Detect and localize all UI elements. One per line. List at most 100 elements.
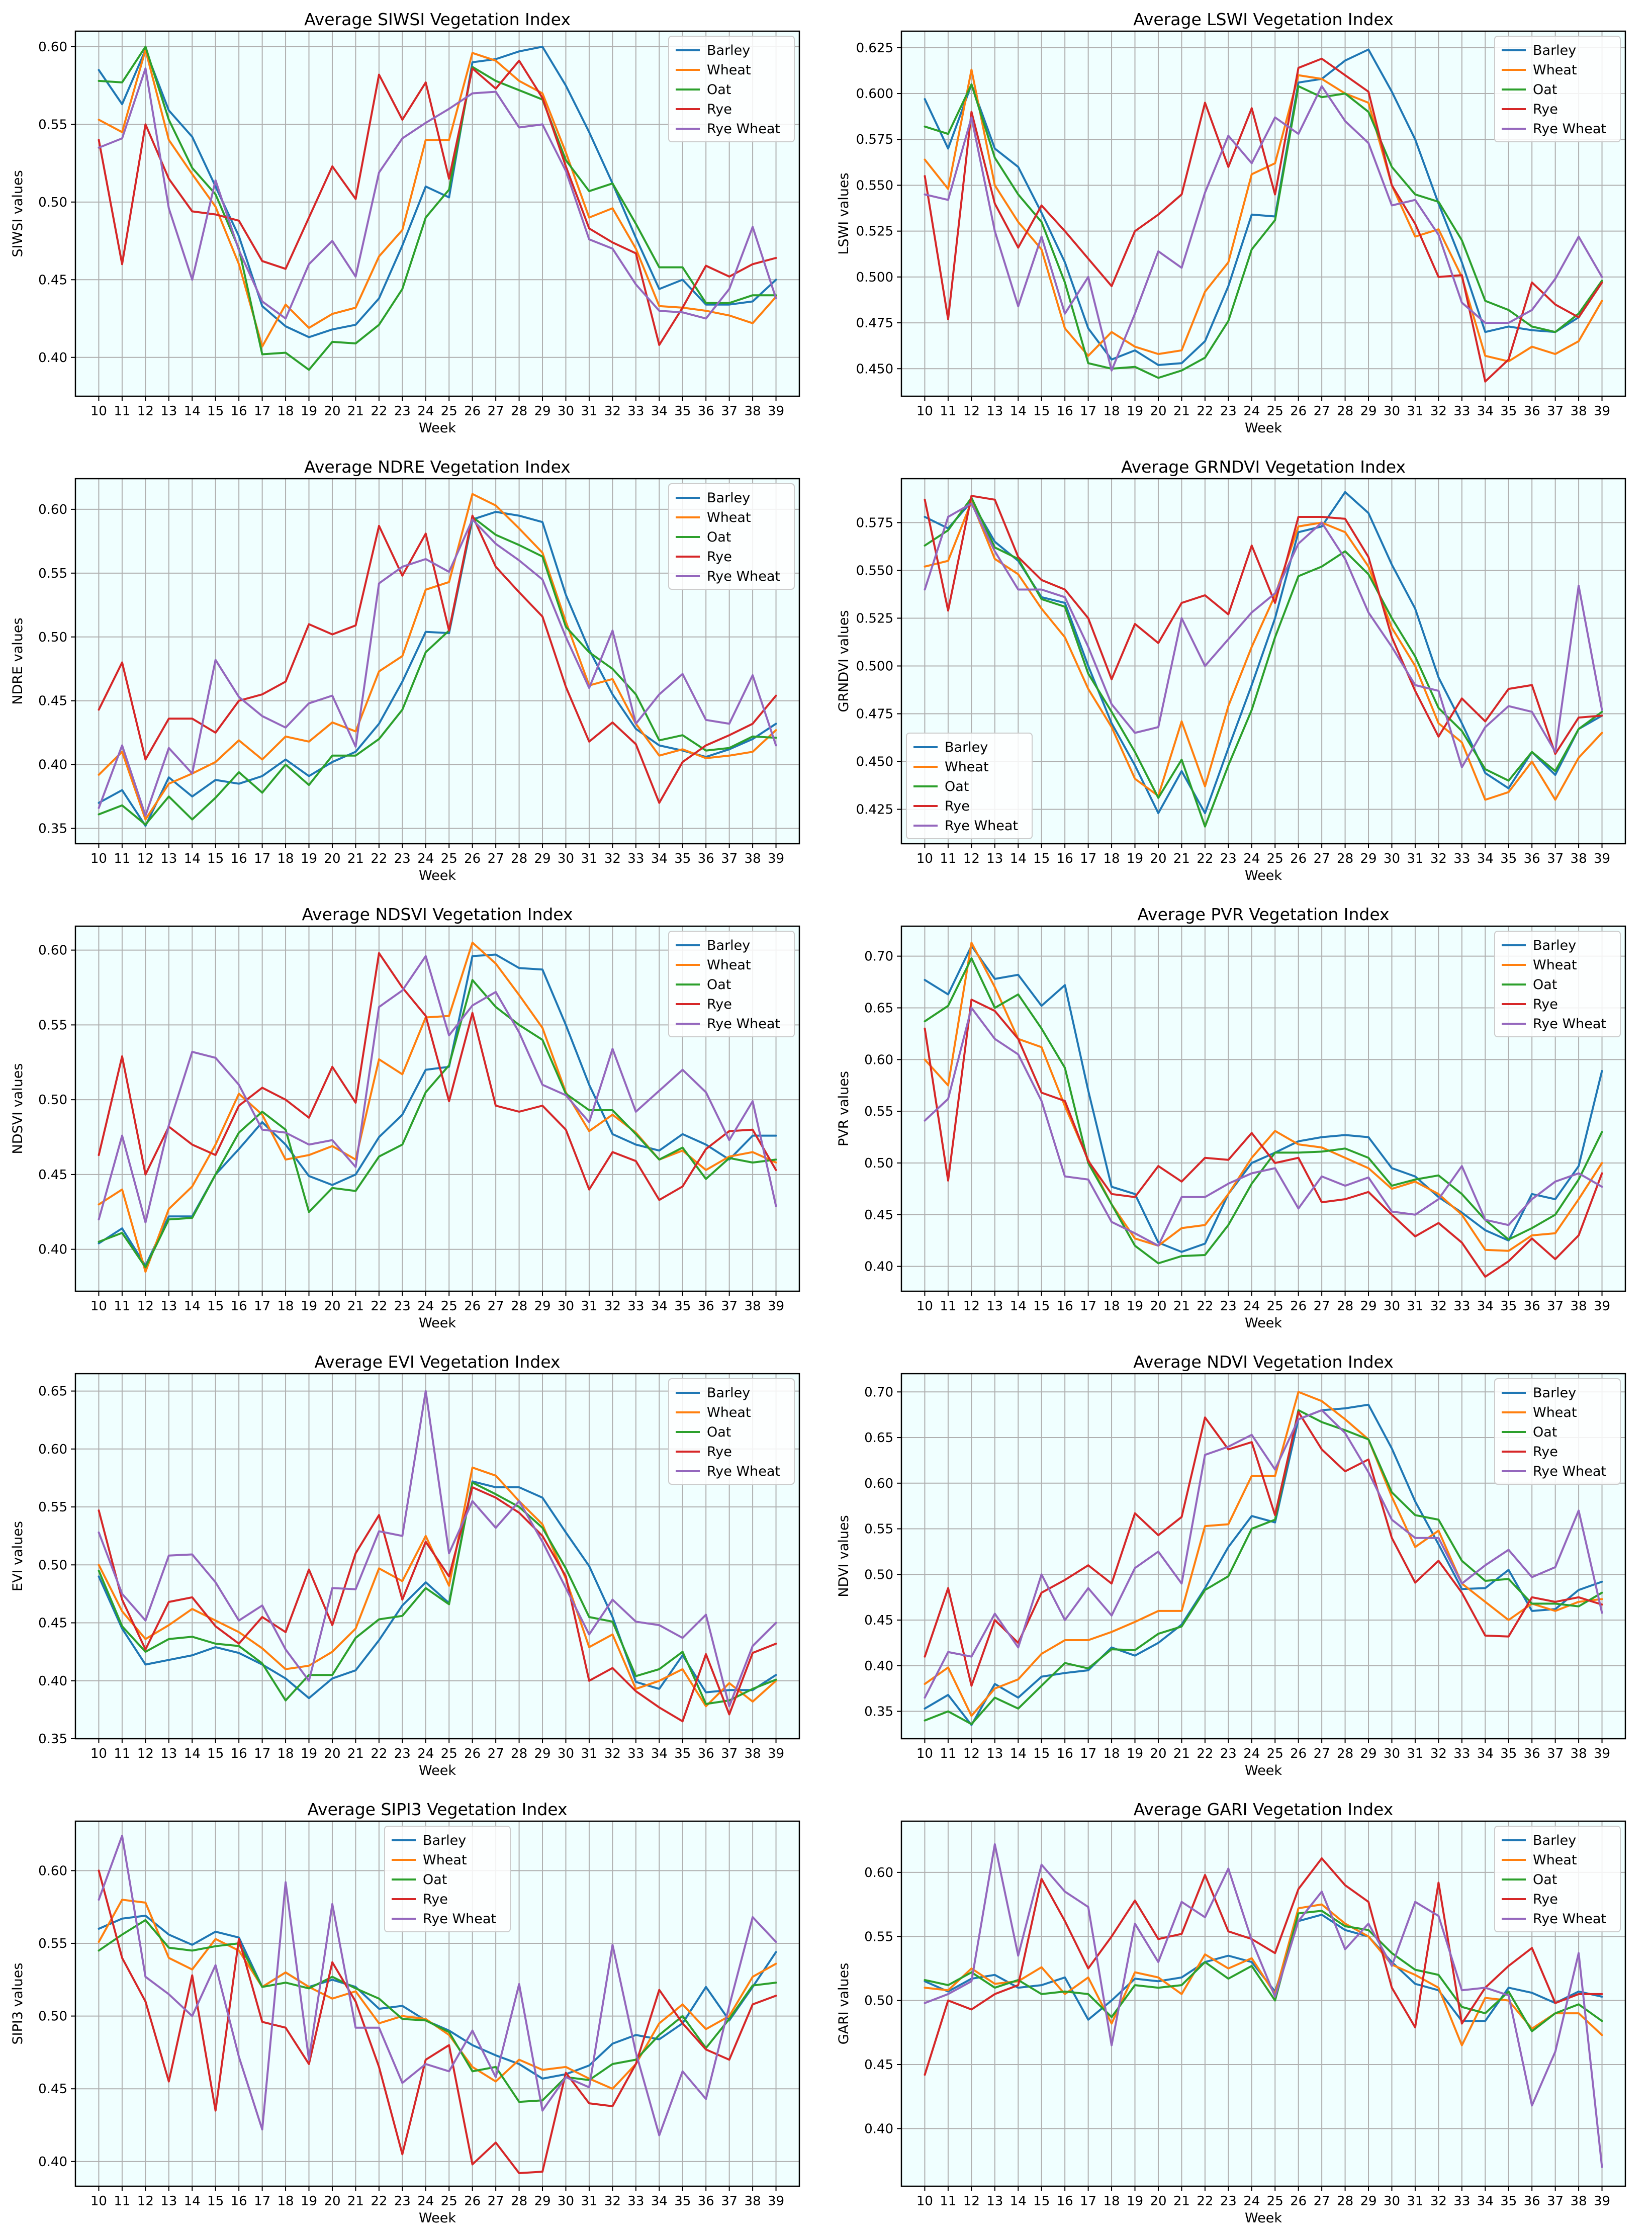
y-tick-label: 0.500: [856, 270, 893, 285]
x-axis-label: Week: [419, 2210, 456, 2226]
x-tick-label: 20: [324, 404, 340, 419]
x-tick-label: 36: [1524, 1299, 1540, 1314]
series-line-oat: [924, 1409, 1603, 1725]
x-tick-label: 36: [1524, 851, 1540, 866]
legend-box: [668, 1378, 795, 1485]
legend: Barley Wheat Oat Rye Rye Wheat: [1494, 931, 1621, 1037]
y-tick-label: 0.40: [38, 350, 67, 366]
x-tick-label: 28: [1337, 1746, 1353, 1761]
x-axis-label: Week: [419, 1315, 456, 1331]
series-line-oat: [98, 979, 777, 1269]
x-tick-label: 28: [1337, 851, 1353, 866]
x-tick-label: 16: [231, 1299, 247, 1314]
x-tick-label: 19: [301, 851, 317, 866]
legend-label: Wheat: [1533, 1405, 1577, 1420]
x-tick-label: 24: [1243, 1299, 1260, 1314]
legend: Barley Wheat Oat Rye Rye Wheat: [1494, 1826, 1621, 1932]
x-tick-label: 12: [963, 851, 980, 866]
x-tick-label: 36: [698, 1746, 714, 1761]
series-line-oat: [98, 45, 777, 371]
x-tick-label: 22: [371, 1299, 387, 1314]
x-tick-label: 26: [464, 2194, 481, 2209]
x-tick-label: 16: [231, 851, 247, 866]
x-tick-label: 23: [1220, 1746, 1237, 1761]
y-tick-label: 0.45: [38, 2082, 67, 2097]
series-line-rye-wheat: [98, 67, 777, 320]
y-axis-label: GARI values: [836, 1963, 852, 2045]
y-tick-label: 0.45: [38, 1168, 67, 1183]
legend-label: Barley: [423, 1833, 466, 1848]
x-tick-label: 24: [1243, 851, 1260, 866]
x-tick-label: 37: [1547, 1746, 1564, 1761]
x-tick-label: 39: [1594, 1299, 1610, 1314]
x-tick-label: 28: [511, 1299, 527, 1314]
chart-title: Average NDSVI Vegetation Index: [302, 905, 573, 924]
y-tick-label: 0.45: [864, 1613, 893, 1628]
axes-frame: [900, 1820, 1626, 2187]
x-tick-label: 23: [394, 1299, 411, 1314]
x-tick-label: 34: [1477, 1299, 1494, 1314]
x-tick-label: 14: [184, 1746, 201, 1761]
x-tick-label: 20: [324, 1746, 340, 1761]
chart-title: Average NDVI Vegetation Index: [1133, 1352, 1394, 1372]
chart-svg: 10 11 12 13 14 15 16 17 18 19 20 21 22 23 24 25 26 27 28 29…: [836, 457, 1626, 883]
legend-label: Wheat: [1533, 1852, 1577, 1868]
y-axis-label: SIWSI values: [10, 170, 26, 257]
y-tick-label: 0.65: [38, 1384, 67, 1399]
legend: Barley Wheat Oat Rye Rye Wheat: [668, 931, 795, 1037]
x-tick-label: 27: [1314, 1299, 1330, 1314]
legend-label: Wheat: [707, 510, 751, 525]
x-tick-label: 18: [278, 1299, 294, 1314]
x-tick-label: 15: [1033, 1299, 1050, 1314]
x-tick-label: 13: [986, 2194, 1003, 2209]
x-tick-label: 32: [604, 2194, 621, 2209]
x-tick-label: 26: [464, 1746, 481, 1761]
x-tick-label: 36: [1524, 404, 1540, 419]
x-tick-label: 39: [1594, 404, 1610, 419]
series-line-rye: [98, 1869, 777, 2174]
legend-label: Rye Wheat: [707, 569, 780, 584]
y-tick-label: 0.50: [38, 1558, 67, 1573]
series-line-rye-wheat: [924, 1843, 1603, 2168]
x-tick-label: 27: [1314, 2194, 1330, 2209]
chart-title: Average LSWI Vegetation Index: [1133, 10, 1393, 29]
x-tick-label: 20: [324, 851, 340, 866]
series-line-rye-wheat: [98, 1834, 777, 2136]
x-tick-label: 21: [1173, 1746, 1190, 1761]
legend-label: Barley: [945, 740, 988, 755]
series-line-wheat: [924, 68, 1603, 363]
x-tick-label: 38: [1571, 404, 1587, 419]
x-tick-label: 33: [1453, 404, 1470, 419]
x-tick-label: 19: [1127, 1299, 1143, 1314]
x-tick-label: 33: [627, 851, 644, 866]
x-tick-label: 28: [1337, 1299, 1353, 1314]
axes-frame: [900, 30, 1626, 397]
legend-box: [1494, 931, 1621, 1037]
y-tick-label: 0.525: [856, 611, 893, 626]
x-tick-label: 28: [1337, 404, 1353, 419]
y-tick-label: 0.40: [38, 2155, 67, 2170]
chart-svg: 10 11 12 13 14 15 16 17 18 19 20 21 22 23 24 25 26 27 28 29…: [10, 10, 800, 436]
x-tick-label: 14: [1010, 1299, 1027, 1314]
x-tick-label: 29: [534, 2194, 550, 2209]
y-tick-label: 0.575: [856, 132, 893, 147]
x-tick-label: 12: [963, 1299, 980, 1314]
y-tick-label: 0.425: [856, 802, 893, 818]
x-tick-label: 29: [534, 1746, 550, 1761]
legend-label: Wheat: [1533, 62, 1577, 78]
x-tick-label: 38: [745, 1299, 761, 1314]
x-tick-label: 22: [371, 404, 387, 419]
x-tick-label: 25: [1267, 851, 1283, 866]
x-tick-label: 38: [745, 2194, 761, 2209]
chart-svg: 10 11 12 13 14 15 16 17 18 19 20 21 22 23 24 25 26 27 28 29…: [10, 457, 800, 883]
legend-label: Rye: [945, 798, 970, 814]
axes-frame: [74, 1820, 800, 2187]
x-tick-label: 12: [137, 1299, 154, 1314]
x-tick-label: 16: [1057, 404, 1073, 419]
legend-box: [384, 1826, 511, 1932]
x-tick-label: 29: [1360, 1746, 1376, 1761]
x-tick-label: 29: [534, 851, 550, 866]
series-line-rye-wheat: [98, 518, 777, 817]
y-axis-label: SIPI3 values: [10, 1963, 26, 2045]
x-tick-label: 17: [254, 2194, 270, 2209]
